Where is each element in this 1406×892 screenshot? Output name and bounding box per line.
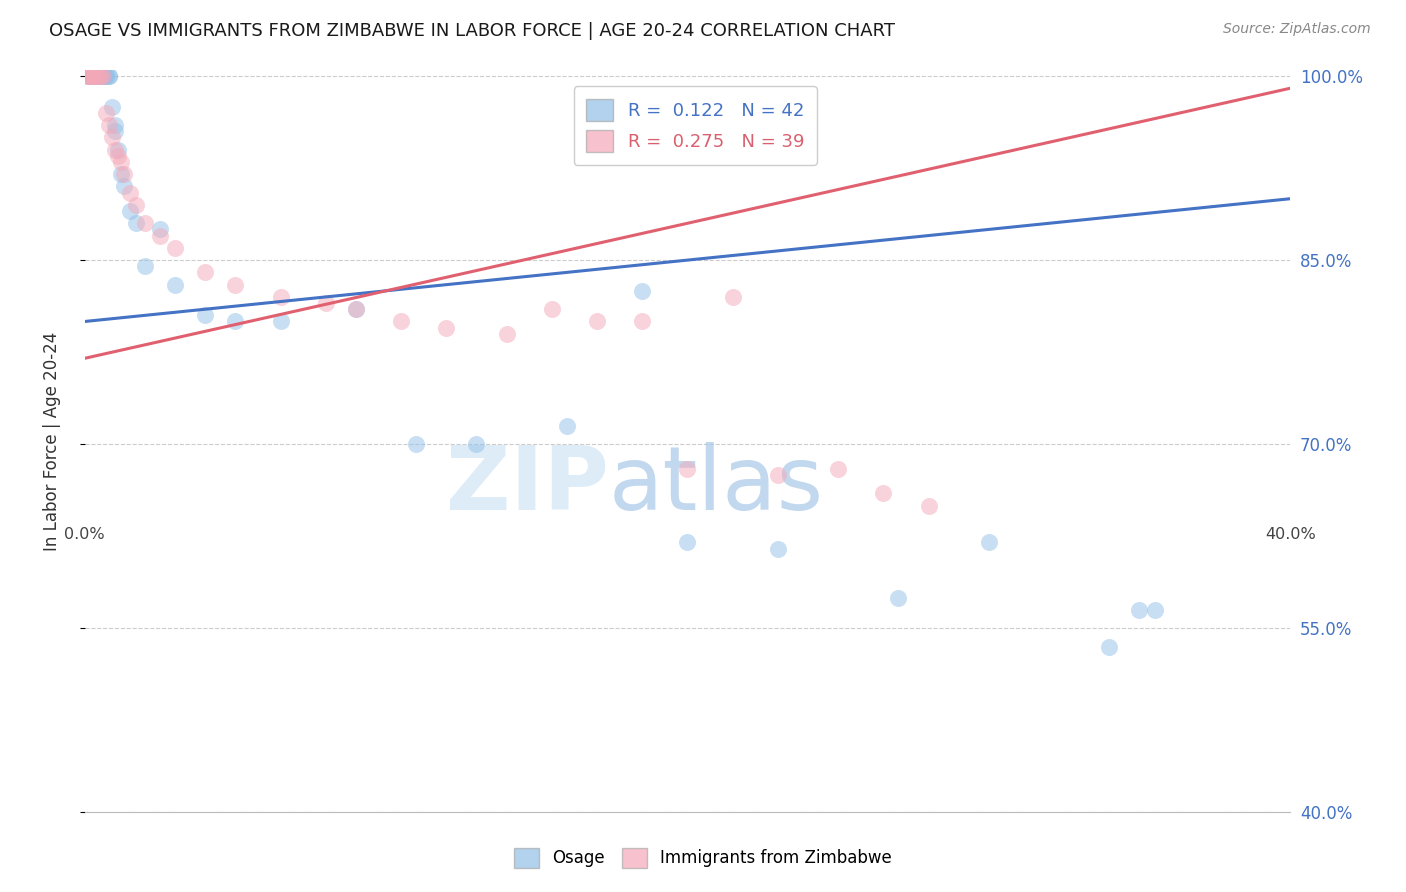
Point (766, 467, 789, 482)
Point (89, 69, 111, 83)
Point (80, 69, 103, 83)
Point (104, 124, 127, 138)
Point (389, 314, 412, 328)
Point (1143, 603, 1166, 617)
Point (125, 216, 148, 230)
Point (91, 69, 114, 83)
Point (134, 216, 156, 230)
Text: 40.0%: 40.0% (1265, 526, 1316, 541)
Text: ZIP: ZIP (446, 442, 609, 529)
Point (104, 118, 127, 132)
Legend: Osage, Immigrants from Zimbabwe: Osage, Immigrants from Zimbabwe (508, 841, 898, 875)
Point (83, 69, 105, 83)
Point (118, 186, 141, 200)
Point (91, 69, 114, 83)
Point (1098, 640, 1121, 654)
Point (89, 69, 111, 83)
Point (107, 143, 129, 157)
Point (1128, 603, 1150, 617)
Point (270, 314, 292, 328)
Point (165, 241, 187, 255)
Point (676, 462, 699, 476)
Point (94, 69, 117, 83)
Point (555, 418, 578, 433)
Point (76, 69, 98, 83)
Point (83, 69, 105, 83)
Text: 0.0%: 0.0% (65, 526, 105, 541)
Point (827, 462, 849, 476)
Point (83, 69, 105, 83)
Point (165, 277, 187, 292)
Point (97, 118, 120, 132)
Point (495, 326, 517, 341)
Point (91, 69, 114, 83)
Point (104, 143, 127, 157)
Point (224, 314, 246, 328)
Point (134, 259, 156, 273)
Point (97, 69, 120, 83)
Point (80, 69, 103, 83)
Point (94, 105, 117, 120)
Point (434, 320, 457, 334)
Point (344, 302, 367, 317)
Text: OSAGE VS IMMIGRANTS FROM ZIMBABWE IN LABOR FORCE | AGE 20-24 CORRELATION CHART: OSAGE VS IMMIGRANTS FROM ZIMBABWE IN LAB… (49, 22, 896, 40)
Point (540, 302, 562, 317)
Point (118, 204, 141, 219)
Text: Source: ZipAtlas.com: Source: ZipAtlas.com (1223, 22, 1371, 37)
Point (76, 69, 98, 83)
Point (86, 69, 108, 83)
Legend: R =  0.122   N = 42, R =  0.275   N = 39: R = 0.122 N = 42, R = 0.275 N = 39 (574, 87, 817, 165)
Point (101, 100, 124, 114)
Point (344, 302, 367, 317)
Point (465, 437, 488, 451)
Point (887, 591, 910, 605)
Point (149, 222, 172, 236)
Point (76, 69, 98, 83)
Point (631, 284, 654, 298)
Point (97, 69, 120, 83)
Point (89, 69, 111, 83)
Point (721, 290, 744, 304)
Point (112, 179, 135, 194)
Point (149, 228, 172, 243)
Text: atlas: atlas (609, 442, 824, 529)
Point (315, 296, 337, 310)
Point (89, 69, 111, 83)
Point (80, 69, 103, 83)
Point (872, 486, 894, 500)
Point (405, 437, 427, 451)
Point (80, 69, 103, 83)
Point (631, 314, 654, 328)
Point (101, 130, 124, 145)
Point (586, 314, 609, 328)
Point (94, 69, 117, 83)
Point (676, 535, 699, 549)
Point (270, 290, 292, 304)
Point (917, 499, 939, 513)
Point (194, 265, 217, 279)
Point (86, 69, 108, 83)
Point (107, 149, 129, 163)
Point (83, 69, 105, 83)
Point (224, 277, 246, 292)
Point (194, 309, 217, 323)
Point (766, 541, 789, 556)
Point (76, 69, 98, 83)
Point (112, 167, 135, 181)
Y-axis label: In Labor Force | Age 20-24: In Labor Force | Age 20-24 (44, 332, 60, 550)
Point (86, 69, 108, 83)
Point (110, 155, 132, 169)
Point (110, 167, 132, 181)
Point (125, 198, 148, 212)
Point (977, 535, 1000, 549)
